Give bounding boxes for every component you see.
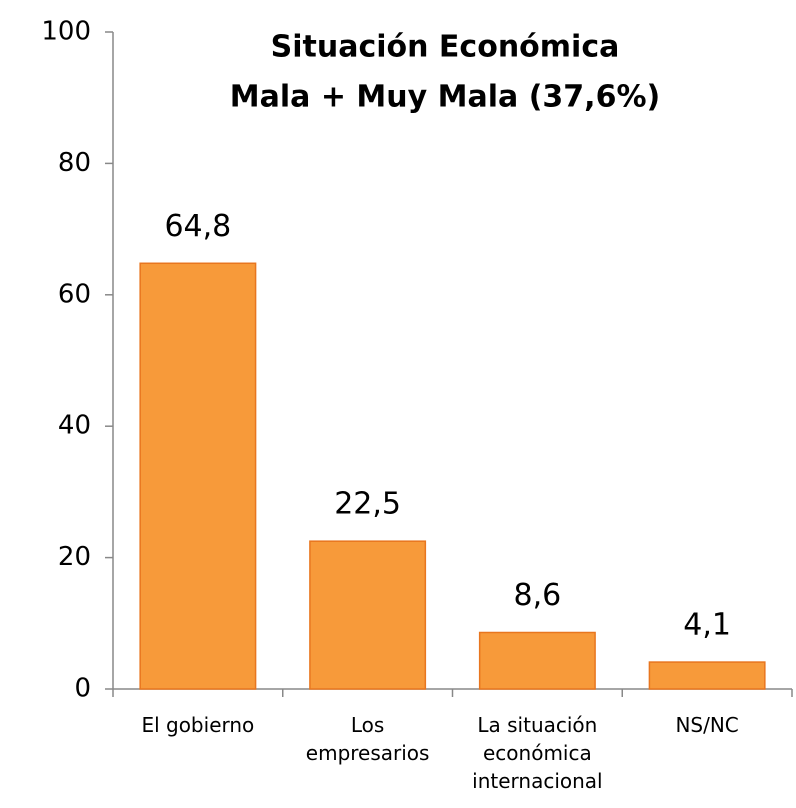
value-label: 64,8	[164, 209, 231, 244]
x-tick-label: El gobierno	[141, 713, 255, 737]
x-tick-label: Los empresarios	[305, 713, 430, 765]
x-tick-label: La situación económica internacional	[472, 713, 603, 793]
y-tick-label: 80	[58, 148, 91, 178]
bar	[139, 262, 257, 690]
bar	[478, 631, 596, 690]
chart-subtitle: Mala + Muy Mala (37,6%)	[230, 80, 660, 115]
value-label: 22,5	[334, 487, 401, 522]
value-label: 8,6	[514, 578, 562, 613]
y-tick-label: 40	[58, 411, 91, 441]
y-tick-label: 0	[74, 674, 91, 704]
y-tick-label: 60	[58, 279, 91, 309]
y-tick-label: 20	[58, 542, 91, 572]
value-label: 4,1	[683, 608, 731, 643]
chart-title: Situación Económica	[271, 30, 620, 65]
y-tick-label: 100	[41, 17, 91, 47]
x-tick-label: NS/NC	[675, 713, 739, 737]
bar	[309, 540, 427, 690]
bar	[648, 661, 766, 690]
